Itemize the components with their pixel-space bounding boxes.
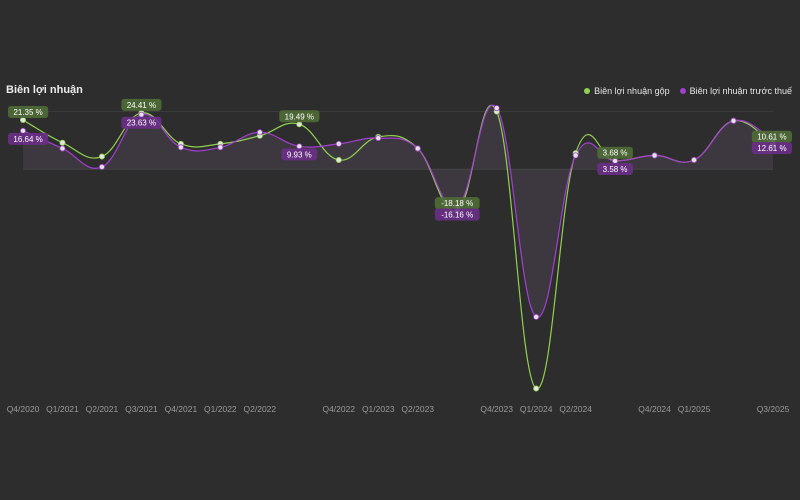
data-label-11: 12.61 % (751, 142, 792, 155)
data-label-0: 21.35 % (8, 105, 49, 118)
data-label-bg-5 (281, 148, 318, 161)
x-tick-label-4: Q4/2021 (165, 404, 198, 414)
x-tick-label-6: Q2/2022 (244, 404, 277, 414)
data-label-bg-4 (279, 110, 320, 123)
data-label-10: 10.61 % (751, 130, 792, 143)
x-tick-label-10: Q2/2023 (401, 404, 434, 414)
legend-swatch-gross (584, 88, 591, 94)
data-label-bg-6 (434, 197, 480, 210)
data-label-text-1: 16.64 % (13, 135, 42, 144)
data-label-bg-7 (434, 208, 480, 221)
data-point-pretax-3 (138, 111, 145, 118)
data-label-text-11: 12.61 % (757, 144, 786, 153)
legend-item-pretax[interactable]: Biên lợi nhuận trước thuế (679, 86, 792, 96)
data-label-6: -18.18 % (434, 197, 480, 210)
x-tick-label-17: Q1/2025 (678, 404, 711, 414)
x-tick-label-12: Q4/2023 (480, 404, 513, 414)
x-tick-label-14: Q2/2024 (559, 404, 592, 414)
x-tick-label-13: Q1/2024 (520, 404, 553, 414)
data-point-gross-8 (335, 156, 342, 163)
data-label-bg-2 (121, 98, 162, 111)
data-label-2: 24.41 % (121, 98, 162, 111)
data-label-8: 3.68 % (597, 146, 633, 159)
data-point-pretax-2 (98, 163, 105, 170)
data-label-9: 3.58 % (597, 162, 633, 175)
data-label-text-6: -18.18 % (441, 199, 473, 208)
legend-swatch-pretax (679, 88, 686, 94)
data-point-gross-0 (19, 116, 26, 123)
data-label-text-5: 9.93 % (287, 150, 312, 159)
data-point-pretax-12 (493, 105, 500, 112)
data-point-pretax-4 (177, 144, 184, 151)
data-point-pretax-6 (256, 129, 263, 136)
data-point-pretax-14 (572, 152, 579, 159)
data-label-bg-9 (597, 162, 633, 175)
data-point-gross-2 (98, 153, 105, 160)
x-tick-label-0: Q4/2020 (7, 404, 40, 414)
data-point-pretax-15 (612, 157, 619, 164)
data-point-pretax-8 (335, 140, 342, 147)
data-point-gross-1 (59, 139, 66, 146)
data-label-bg-10 (751, 130, 792, 143)
data-label-text-10: 10.61 % (757, 133, 786, 142)
data-point-pretax-10 (414, 145, 421, 152)
data-label-text-7: -16.16 % (441, 211, 473, 220)
data-point-pretax-16 (651, 152, 658, 159)
x-tick-label-1: Q1/2021 (46, 404, 79, 414)
data-point-gross-7 (296, 121, 303, 128)
x-tick-label-5: Q1/2022 (204, 404, 237, 414)
series-area-pretax (23, 105, 773, 318)
data-label-3: 23.63 % (121, 116, 162, 129)
data-label-text-8: 3.68 % (603, 149, 628, 158)
data-label-bg-1 (8, 132, 49, 145)
data-point-pretax-13 (533, 313, 540, 320)
data-label-text-3: 23.63 % (127, 119, 156, 128)
data-point-pretax-17 (691, 156, 698, 163)
x-tick-label-19: Q3/2025 (757, 404, 790, 414)
data-point-pretax-18 (730, 117, 737, 124)
chart-title: Biên lợi nhuận (6, 84, 83, 96)
data-point-pretax-0 (19, 127, 26, 134)
legend-label-gross: Biên lợi nhuận gộp (594, 86, 670, 96)
data-label-text-0: 21.35 % (13, 108, 42, 117)
x-tick-label-9: Q1/2023 (362, 404, 395, 414)
data-label-bg-11 (751, 142, 792, 155)
data-label-bg-8 (597, 146, 633, 159)
data-label-text-2: 24.41 % (127, 101, 156, 110)
data-label-text-4: 19.49 % (285, 112, 314, 121)
data-label-7: -16.16 % (434, 208, 480, 221)
data-label-bg-3 (121, 116, 162, 129)
x-tick-label-8: Q4/2022 (322, 404, 355, 414)
data-point-pretax-5 (217, 144, 224, 151)
x-tick-label-16: Q4/2024 (638, 404, 671, 414)
data-point-pretax-1 (59, 145, 66, 152)
data-label-4: 19.49 % (279, 110, 320, 123)
data-label-1: 16.64 % (8, 132, 49, 145)
x-tick-label-3: Q3/2021 (125, 404, 158, 414)
legend-item-gross[interactable]: Biên lợi nhuận gộp (584, 86, 670, 96)
data-label-text-9: 3.58 % (603, 165, 628, 174)
data-point-gross-13 (533, 385, 540, 392)
legend: Biên lợi nhuận gộp Biên lợi nhuận trước … (584, 86, 792, 96)
data-label-5: 9.93 % (281, 148, 318, 161)
data-label-bg-0 (8, 105, 49, 118)
data-point-pretax-7 (296, 143, 303, 150)
data-point-pretax-9 (375, 135, 382, 142)
x-tick-label-2: Q2/2021 (86, 404, 119, 414)
legend-label-pretax: Biên lợi nhuận trước thuế (689, 86, 792, 96)
